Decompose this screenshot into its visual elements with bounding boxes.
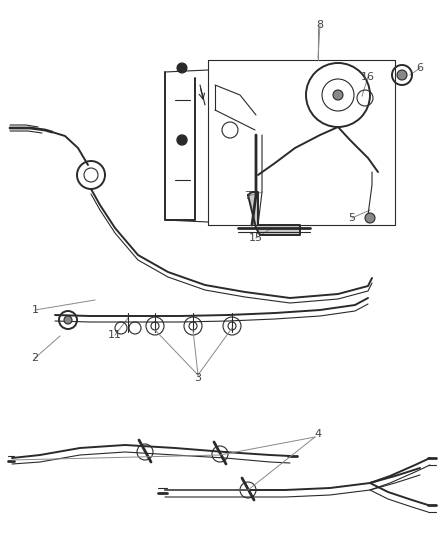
Text: 15: 15 bbox=[249, 233, 263, 243]
Text: 1: 1 bbox=[32, 305, 39, 315]
Text: 4: 4 bbox=[314, 429, 321, 439]
Circle shape bbox=[397, 70, 407, 80]
Circle shape bbox=[365, 213, 375, 223]
Text: 11: 11 bbox=[108, 330, 122, 340]
Text: 7: 7 bbox=[244, 191, 251, 201]
Circle shape bbox=[177, 135, 187, 145]
Circle shape bbox=[64, 316, 72, 324]
Text: 16: 16 bbox=[361, 72, 375, 82]
Circle shape bbox=[333, 90, 343, 100]
Text: 8: 8 bbox=[316, 20, 324, 30]
Text: 6: 6 bbox=[417, 63, 424, 73]
Circle shape bbox=[177, 63, 187, 73]
Polygon shape bbox=[248, 192, 300, 235]
Text: 3: 3 bbox=[194, 373, 201, 383]
Text: 5: 5 bbox=[349, 213, 356, 223]
Text: 2: 2 bbox=[32, 353, 39, 363]
